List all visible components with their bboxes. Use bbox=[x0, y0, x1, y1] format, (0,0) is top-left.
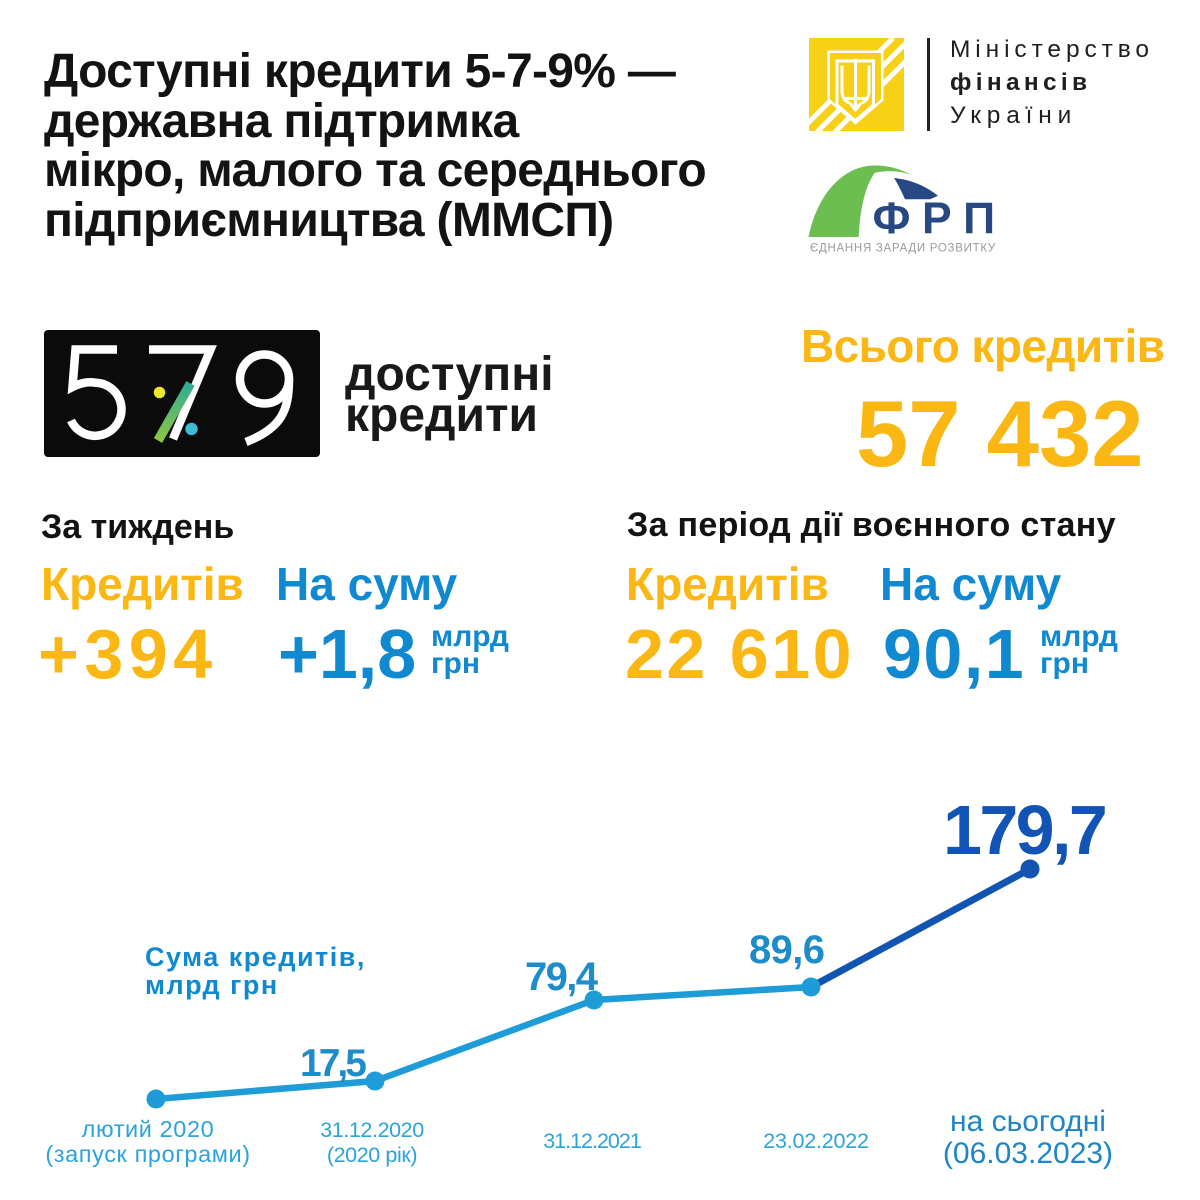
svg-text:ЄДНАННЯ ЗАРАДИ РОЗВИТКУ: ЄДНАННЯ ЗАРАДИ РОЗВИТКУ bbox=[810, 242, 996, 254]
svg-text:ФРП: ФРП bbox=[873, 195, 1007, 244]
